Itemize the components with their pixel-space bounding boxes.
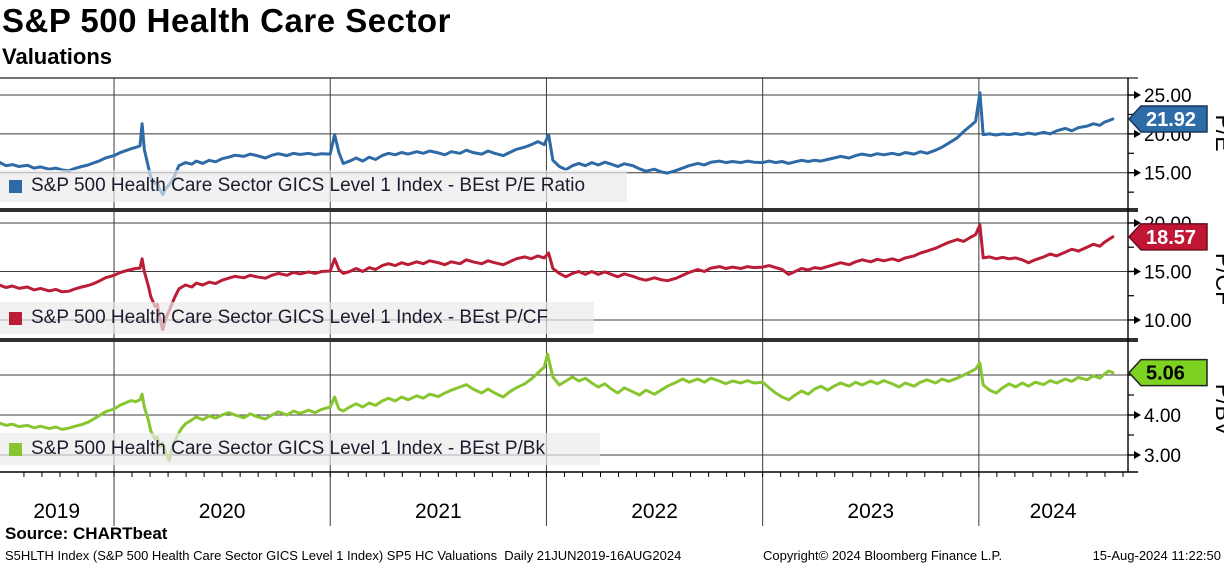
x-tick-2024: 2024	[1030, 500, 1077, 523]
page-subtitle: Valuations	[2, 44, 113, 69]
legend-marker-pbv-icon	[9, 442, 22, 456]
legend-pbv: S&P 500 Health Care Sector GICS Level 1 …	[0, 433, 600, 465]
legend-label-pe: S&P 500 Health Care Sector GICS Level 1 …	[31, 175, 586, 196]
last-value-text-pbv: 5.06	[1146, 363, 1185, 385]
footer-timestamp: 15-Aug-2024 11:22:50	[1092, 548, 1221, 563]
y-tick-pcf-10: 10.00	[1144, 311, 1192, 332]
last-value-badge-pbv	[1127, 358, 1208, 387]
x-tick-2019: 2019	[33, 500, 80, 523]
x-tick-2022: 2022	[631, 500, 678, 523]
y-tick-pe-15: 15.00	[1144, 164, 1192, 185]
panel-axis-label-pcf: P/CF	[1211, 253, 1224, 305]
legend-marker-pcf-icon	[9, 311, 22, 325]
footer: S5HLTH Index (S&P 500 Health Care Sector…	[0, 548, 1224, 566]
x-tick-2021: 2021	[415, 500, 462, 523]
legend-marker-pe-icon	[9, 179, 22, 193]
last-value-text-pe: 21.92	[1146, 109, 1196, 131]
series-layer	[0, 91, 1115, 462]
legend-pe: S&P 500 Health Care Sector GICS Level 1 …	[0, 170, 627, 202]
y-tick-pbv-4: 4.00	[1144, 406, 1181, 427]
panel-axis-label-pbv: P/BV	[1211, 384, 1224, 437]
legend-pcf: S&P 500 Health Care Sector GICS Level 1 …	[0, 302, 594, 334]
last-value-text-pcf: 18.57	[1146, 227, 1196, 249]
last-value-badge-pcf	[1127, 223, 1208, 251]
panel-axis-label-pe: P/E	[1211, 114, 1224, 151]
x-tick-2020: 2020	[199, 500, 246, 523]
legend-label-pbv: S&P 500 Health Care Sector GICS Level 1 …	[31, 438, 545, 459]
source-line: Source: CHARTbeat	[5, 524, 168, 543]
footer-copyright: Copyright© 2024 Bloomberg Finance L.P.	[763, 548, 1003, 563]
y-tick-pe-25: 25.00	[1144, 86, 1192, 107]
legend-label-pcf: S&P 500 Health Care Sector GICS Level 1 …	[31, 307, 549, 328]
y-tick-pbv-3: 3.00	[1144, 446, 1181, 467]
page-title: S&P 500 Health Care Sector	[2, 2, 451, 39]
axis-layer: 2019 2020 2021 2022 2023 202425.0020.0015.00P…	[0, 78, 1224, 526]
y-tick-pcf-15: 15.00	[1144, 262, 1192, 283]
footer-ticker-info: S5HLTH Index (S&P 500 Health Care Sector…	[5, 548, 682, 563]
last-value-badge-pe	[1127, 105, 1208, 133]
x-tick-2023: 2023	[847, 500, 894, 523]
